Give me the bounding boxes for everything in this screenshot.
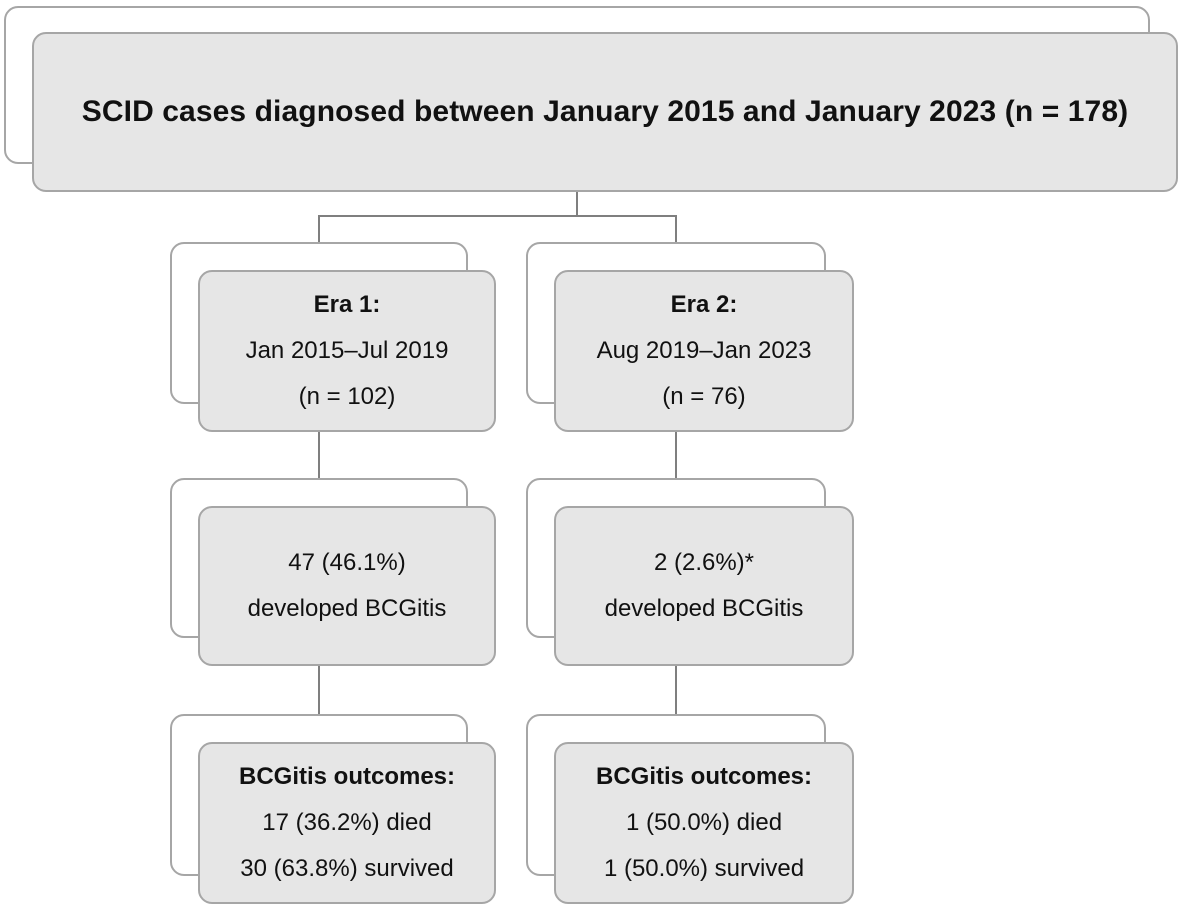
era2-n: (n = 76) [662, 383, 746, 410]
era2-survived: 1 (50.0%) survived [603, 855, 805, 882]
era1-heading: Era 1: [313, 291, 381, 318]
era2-bcgitis-box: 2 (2.6%)* developed BCGitis [554, 506, 854, 666]
era2-outcomes-heading: BCGitis outcomes: [595, 763, 813, 790]
connector-era1-down [318, 215, 320, 243]
era2-outcomes-box: BCGitis outcomes: 1 (50.0%) died 1 (50.0… [554, 742, 854, 904]
era2-bcgitis-count: 2 (2.6%)* [653, 549, 755, 576]
era1-bcgitis-box: 47 (46.1%) developed BCGitis [198, 506, 496, 666]
era1-outcomes-box: BCGitis outcomes: 17 (36.2%) died 30 (63… [198, 742, 496, 904]
connector-era2-down [675, 215, 677, 243]
connector-era1-to-bcgitis [318, 430, 320, 480]
connector-era2-to-bcgitis [675, 430, 677, 480]
era1-box: Era 1: Jan 2015–Jul 2019 (n = 102) [198, 270, 496, 432]
era2-bcgitis-label: developed BCGitis [604, 595, 804, 622]
root-title: SCID cases diagnosed between January 201… [81, 95, 1129, 128]
root-box: SCID cases diagnosed between January 201… [32, 32, 1178, 192]
connector-era1-to-outcomes [318, 666, 320, 716]
era2-died: 1 (50.0%) died [625, 809, 783, 836]
era1-survived: 30 (63.8%) survived [240, 855, 454, 882]
era1-dates: Jan 2015–Jul 2019 [245, 337, 449, 364]
era2-heading: Era 2: [670, 291, 738, 318]
era1-outcomes-heading: BCGitis outcomes: [238, 763, 456, 790]
era1-bcgitis-count: 47 (46.1%) [288, 549, 406, 576]
era1-n: (n = 102) [298, 383, 396, 410]
era2-box: Era 2: Aug 2019–Jan 2023 (n = 76) [554, 270, 854, 432]
connector-era2-to-outcomes [675, 666, 677, 716]
era1-died: 17 (36.2%) died [262, 809, 432, 836]
era2-dates: Aug 2019–Jan 2023 [596, 337, 812, 364]
connector-horizontal [318, 215, 676, 217]
era1-bcgitis-label: developed BCGitis [247, 595, 447, 622]
